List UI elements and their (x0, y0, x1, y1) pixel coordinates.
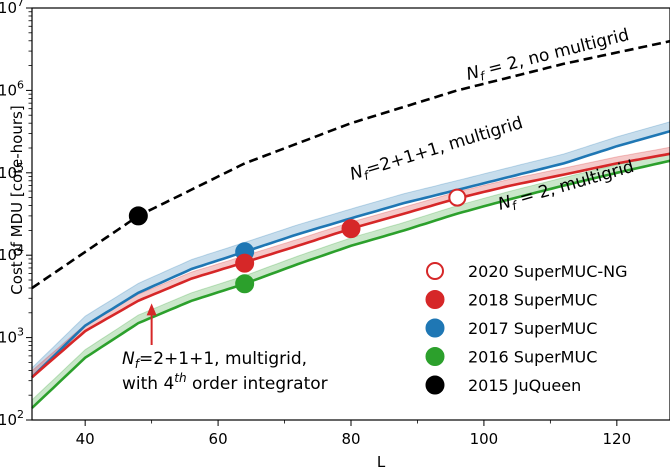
curve-mg211 (31, 129, 670, 379)
x-tick-label: 40 (76, 430, 95, 448)
legend-label-0: 2020 SuperMUC-NG (468, 262, 628, 281)
y-tick-label: 102 (0, 408, 24, 429)
data-point-2 (235, 253, 255, 273)
legend-marker-4 (425, 375, 445, 395)
curve-mg2 (31, 159, 670, 409)
legend-label-3: 2016 SuperMUC (468, 348, 597, 367)
x-tick-label: 60 (209, 430, 228, 448)
y-axis-label: Cost of MDU [core-hours] (8, 105, 26, 294)
x-tick-label: 100 (470, 430, 499, 448)
label-4th-order-line1: Nf=2+1+1, multigrid, (122, 349, 307, 371)
y-tick-label: 105 (0, 161, 24, 182)
data-point-5 (448, 188, 467, 207)
legend: 2020 SuperMUC-NG 2018 SuperMUC 2017 SuperM… (425, 262, 628, 395)
data-points (128, 188, 467, 294)
data-point-3 (341, 219, 361, 239)
y-tick-label: 107 (0, 0, 24, 17)
label-no-multigrid: Nf = 2, no multigrid (464, 25, 631, 87)
arrow-head (146, 303, 157, 316)
y-tick-label: 103 (0, 326, 24, 347)
y-tick-label: 106 (0, 78, 24, 99)
axis-ticks: 40 60 80 100 120 102 103 104 105 106 107 (0, 0, 631, 448)
legend-marker-3 (425, 347, 445, 366)
legend-label-2: 2017 SuperMUC (468, 319, 597, 338)
x-tick-label: 80 (341, 430, 360, 448)
legend-label-1: 2018 SuperMUC (468, 291, 597, 310)
label-4th-order-line2: with 4th order integrator (122, 371, 328, 394)
legend-marker-1 (425, 290, 445, 309)
legend-marker-0 (426, 262, 444, 280)
legend-label-4: 2015 JuQueen (468, 376, 581, 395)
x-tick-label: 120 (603, 430, 632, 448)
x-axis-label: L (377, 453, 386, 471)
data-point-0 (128, 206, 148, 226)
y-tick-label: 104 (0, 243, 24, 264)
data-point-4 (235, 274, 255, 294)
legend-marker-2 (425, 318, 445, 338)
